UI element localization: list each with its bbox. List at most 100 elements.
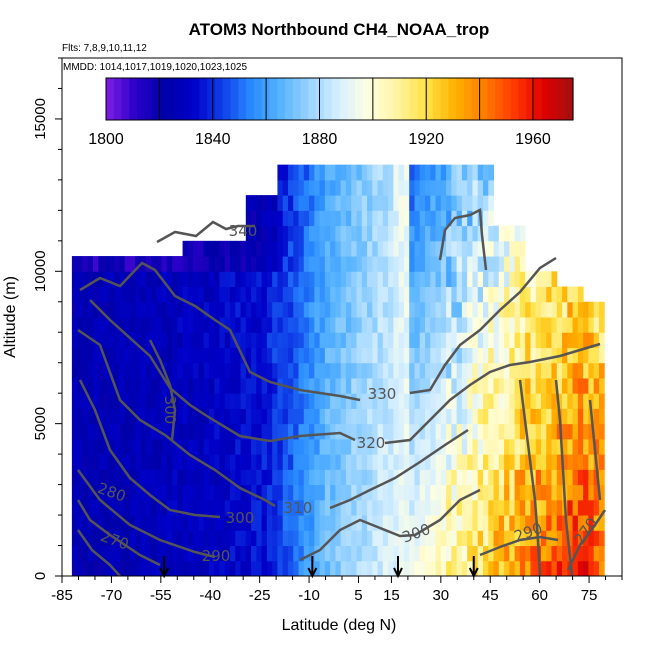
- heatmap-cell: [572, 499, 579, 516]
- heatmap-cell: [509, 515, 516, 531]
- heatmap-cell: [87, 469, 94, 486]
- heatmap-cell: [403, 210, 410, 227]
- heatmap-cell: [140, 454, 147, 470]
- heatmap-cell: [319, 438, 326, 455]
- heatmap-cell: [182, 240, 189, 257]
- heatmap-cell: [377, 438, 384, 455]
- heatmap-cell: [335, 210, 342, 227]
- heatmap-cell: [345, 484, 352, 501]
- heatmap-cell: [114, 362, 120, 379]
- x-tick-label: 45: [482, 587, 499, 604]
- heatmap-cell: [419, 499, 426, 516]
- heatmap-cell: [293, 317, 300, 333]
- heatmap-cell: [145, 499, 152, 516]
- heatmap-cell: [208, 377, 215, 394]
- colorbar-segment: [339, 78, 348, 120]
- heatmap-cell: [230, 393, 236, 409]
- heatmap-cell: [403, 271, 410, 288]
- heatmap-cell: [145, 560, 152, 576]
- heatmap-cell: [330, 256, 336, 272]
- heatmap-cell: [108, 286, 115, 303]
- heatmap-cell: [340, 195, 347, 211]
- heatmap-cell: [303, 454, 310, 470]
- heatmap-cell: [277, 210, 284, 227]
- heatmap-cell: [108, 545, 115, 562]
- heatmap-cell: [251, 362, 257, 379]
- heatmap-cell: [119, 530, 126, 547]
- heatmap-cell: [82, 286, 89, 303]
- heatmap-cell: [388, 179, 394, 196]
- heatmap-cell: [314, 393, 321, 409]
- colorbar-segment: [541, 78, 551, 120]
- heatmap-cell: [335, 484, 342, 501]
- colorbar-segment: [432, 78, 442, 120]
- heatmap-cell: [430, 362, 437, 379]
- heatmap-cell: [551, 454, 558, 470]
- heatmap-cell: [161, 408, 168, 425]
- heatmap-cell: [446, 560, 452, 576]
- heatmap-cell: [303, 393, 310, 409]
- heatmap-cell: [456, 225, 463, 242]
- heatmap-cell: [71, 560, 78, 576]
- heatmap-cell: [251, 240, 257, 257]
- contour-label-310: 310: [284, 499, 313, 517]
- heatmap-cell: [172, 317, 178, 333]
- heatmap-cell: [535, 271, 542, 288]
- heatmap-cell: [372, 271, 379, 288]
- heatmap-cell: [414, 210, 421, 227]
- heatmap-cell: [430, 271, 437, 288]
- heatmap-cell: [261, 317, 268, 333]
- heatmap-cell: [77, 469, 83, 486]
- heatmap-cell: [245, 347, 252, 364]
- heatmap-cell: [182, 347, 189, 364]
- heatmap-cell: [540, 499, 547, 516]
- heatmap-cell: [108, 515, 115, 531]
- colorbar-segment: [285, 78, 294, 120]
- heatmap-cell: [556, 393, 563, 409]
- heatmap-cell: [335, 545, 342, 562]
- colorbar-segment: [152, 78, 162, 120]
- heatmap-cell: [551, 545, 558, 562]
- heatmap-cell: [87, 545, 94, 562]
- heatmap-cell: [577, 362, 584, 379]
- heatmap-cell: [324, 377, 331, 394]
- heatmap-cell: [351, 393, 357, 409]
- heatmap-cell: [440, 286, 447, 303]
- heatmap-cell: [345, 408, 352, 425]
- heatmap-cell: [456, 469, 463, 486]
- heatmap-cell: [514, 438, 521, 455]
- heatmap-cell: [235, 560, 242, 576]
- heatmap-cell: [145, 377, 152, 394]
- heatmap-cell: [172, 377, 178, 394]
- heatmap-cell: [166, 301, 173, 318]
- heatmap-cell: [430, 164, 437, 181]
- heatmap-cell: [393, 408, 400, 425]
- heatmap-cell: [440, 499, 447, 516]
- heatmap-cell: [287, 377, 294, 394]
- heatmap-cell: [98, 560, 105, 576]
- heatmap-cell: [256, 332, 263, 348]
- heatmap-cell: [451, 484, 458, 501]
- heatmap-cell: [562, 438, 568, 455]
- heatmap-cell: [530, 423, 537, 440]
- heatmap-cell: [103, 469, 110, 486]
- heatmap-cell: [525, 317, 531, 333]
- heatmap-cell: [219, 393, 226, 409]
- heatmap-cell: [440, 545, 447, 562]
- heatmap-cell: [345, 195, 352, 211]
- heatmap-cell: [425, 179, 431, 196]
- heatmap-cell: [71, 393, 78, 409]
- heatmap-cell: [577, 332, 584, 348]
- heatmap-cell: [482, 347, 489, 364]
- heatmap-cell: [124, 484, 131, 501]
- heatmap-cell: [82, 454, 89, 470]
- heatmap-cell: [219, 454, 226, 470]
- heatmap-cell: [388, 484, 394, 501]
- heatmap-cell: [219, 515, 226, 531]
- heatmap-cell: [446, 469, 452, 486]
- contour-line-290: [76, 469, 216, 559]
- heatmap-cell: [451, 240, 458, 257]
- colorbar-segment: [253, 78, 263, 120]
- heatmap-cell: [377, 225, 384, 242]
- heatmap-cell: [577, 469, 584, 486]
